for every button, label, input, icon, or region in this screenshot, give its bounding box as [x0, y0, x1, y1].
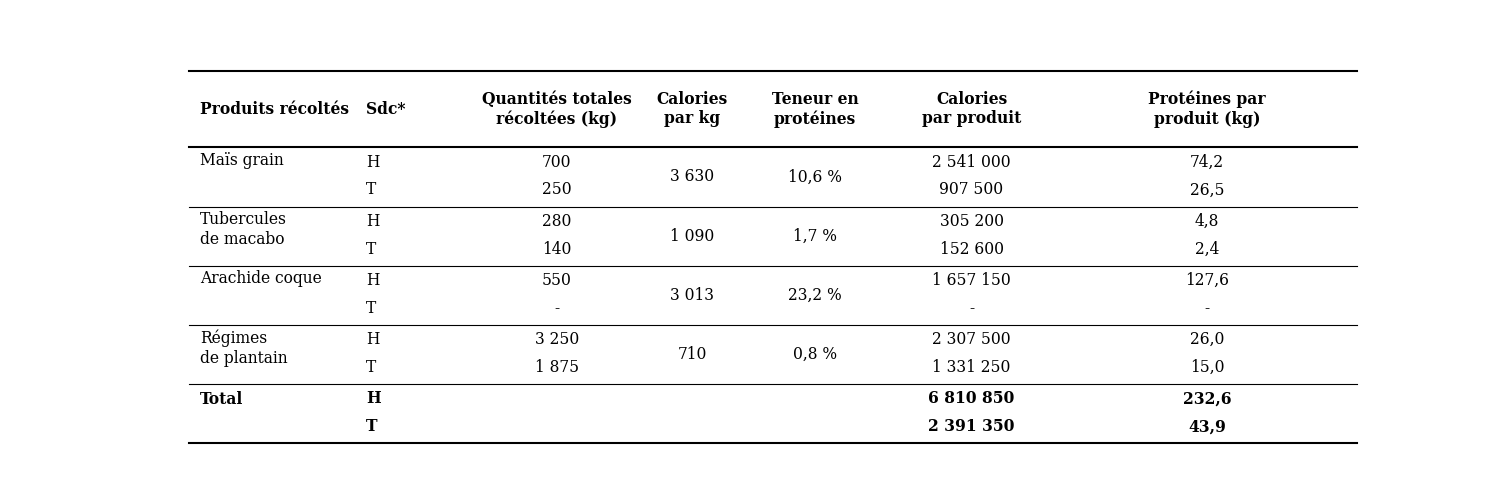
Text: T: T — [366, 418, 377, 435]
Text: Tubercules
de macabo: Tubercules de macabo — [201, 211, 287, 248]
Text: 1,7 %: 1,7 % — [793, 228, 837, 245]
Text: H: H — [366, 331, 380, 348]
Text: 2 541 000: 2 541 000 — [932, 154, 1010, 171]
Text: H: H — [366, 272, 380, 289]
Text: 3 250: 3 250 — [534, 331, 579, 348]
Text: 3 630: 3 630 — [670, 169, 715, 186]
Text: 1 657 150: 1 657 150 — [932, 272, 1010, 289]
Text: 1 331 250: 1 331 250 — [932, 359, 1010, 376]
Text: H: H — [366, 154, 380, 171]
Text: Maïs grain: Maïs grain — [201, 152, 284, 169]
Text: Produits récoltés: Produits récoltés — [201, 101, 350, 118]
Text: Régimes
de plantain: Régimes de plantain — [201, 329, 288, 367]
Text: Calories
par kg: Calories par kg — [656, 91, 728, 127]
Text: 700: 700 — [541, 154, 572, 171]
Text: 10,6 %: 10,6 % — [787, 169, 841, 186]
Text: Teneur en
protéines: Teneur en protéines — [772, 91, 858, 128]
Text: 6 810 850: 6 810 850 — [929, 390, 1015, 407]
Text: 1 875: 1 875 — [534, 359, 579, 376]
Text: Sdc*: Sdc* — [366, 101, 406, 118]
Text: 250: 250 — [541, 182, 572, 198]
Text: 23,2 %: 23,2 % — [789, 287, 841, 304]
Text: 15,0: 15,0 — [1190, 359, 1224, 376]
Text: 127,6: 127,6 — [1185, 272, 1229, 289]
Text: 152 600: 152 600 — [939, 241, 1003, 258]
Text: T: T — [366, 300, 377, 317]
Text: 74,2: 74,2 — [1190, 154, 1224, 171]
Text: Arachide coque: Arachide coque — [201, 270, 321, 287]
Text: Calories
par produit: Calories par produit — [921, 91, 1021, 127]
Text: 3 013: 3 013 — [670, 287, 715, 304]
Text: 2,4: 2,4 — [1194, 241, 1218, 258]
Text: 43,9: 43,9 — [1188, 418, 1226, 435]
Text: T: T — [366, 359, 377, 376]
Text: -: - — [553, 300, 559, 317]
Text: 0,8 %: 0,8 % — [793, 346, 837, 363]
Text: 1 090: 1 090 — [670, 228, 715, 245]
Text: 710: 710 — [677, 346, 707, 363]
Text: 2 391 350: 2 391 350 — [929, 418, 1015, 435]
Text: H: H — [366, 213, 380, 230]
Text: T: T — [366, 241, 377, 258]
Text: 232,6: 232,6 — [1182, 390, 1232, 407]
Text: T: T — [366, 182, 377, 198]
Text: 140: 140 — [541, 241, 572, 258]
Text: Protéines par
produit (kg): Protéines par produit (kg) — [1148, 91, 1265, 127]
Text: Total: Total — [201, 391, 244, 408]
Text: 305 200: 305 200 — [939, 213, 1003, 230]
Text: 4,8: 4,8 — [1194, 213, 1218, 230]
Text: 280: 280 — [541, 213, 572, 230]
Text: 26,5: 26,5 — [1190, 182, 1224, 198]
Text: 26,0: 26,0 — [1190, 331, 1224, 348]
Text: 2 307 500: 2 307 500 — [932, 331, 1010, 348]
Text: -: - — [1205, 300, 1209, 317]
Text: 550: 550 — [541, 272, 572, 289]
Text: -: - — [970, 300, 974, 317]
Text: 907 500: 907 500 — [939, 182, 1004, 198]
Text: Quantités totales
récoltées (kg): Quantités totales récoltées (kg) — [481, 91, 632, 128]
Text: H: H — [366, 390, 382, 407]
